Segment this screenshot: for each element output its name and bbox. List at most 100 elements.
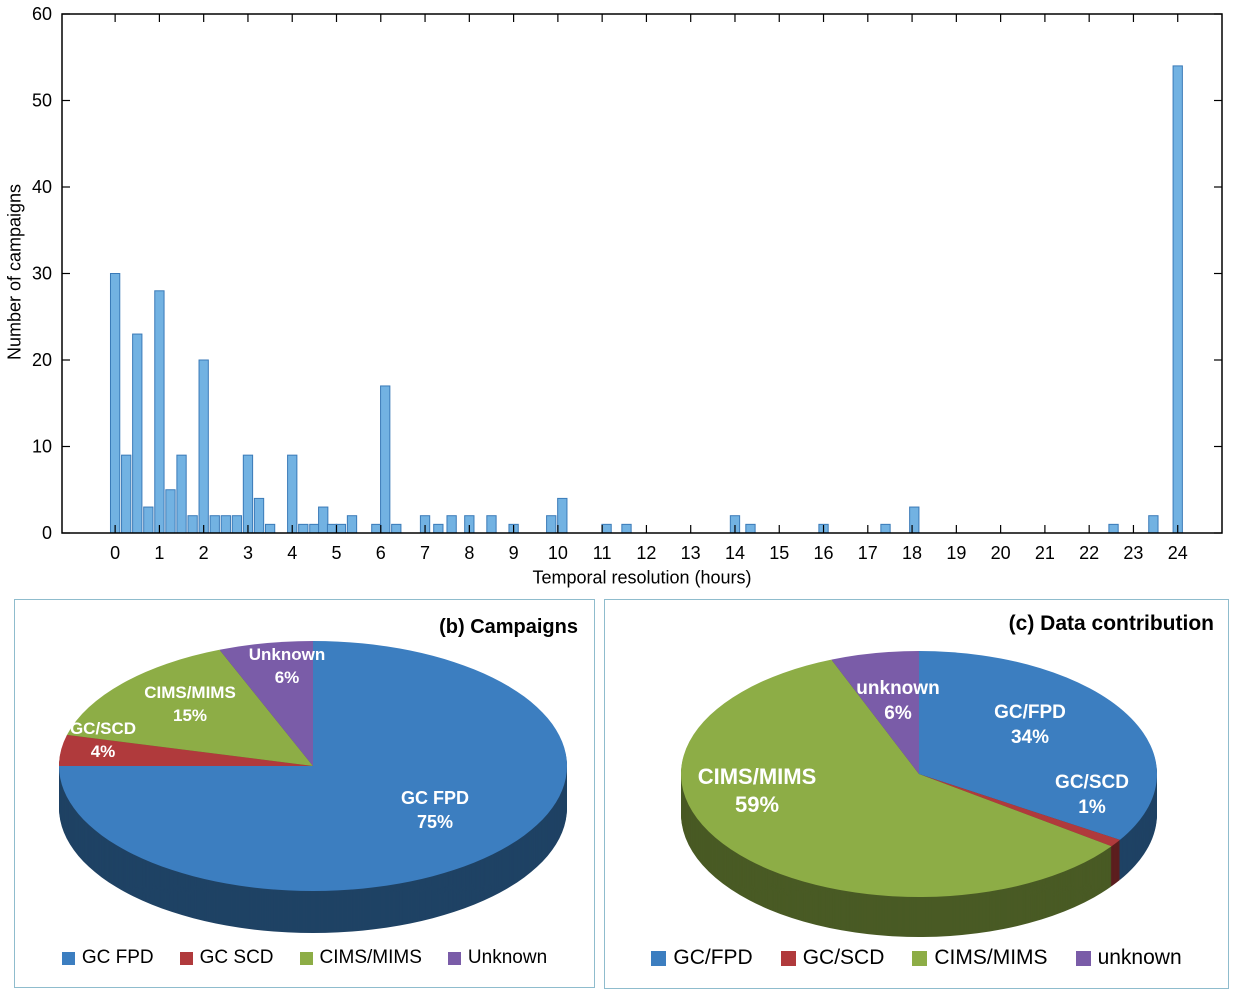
x-tick-label: 21: [1035, 543, 1055, 563]
x-tick-label: 18: [902, 543, 922, 563]
legend-item: Unknown: [447, 947, 548, 969]
histogram-panel: 0 1 2 3 4 5 6 7 8 9 10 11 12 13 14 15 16 17 18 19 20 21 22 23 24…: [4, 4, 1223, 588]
x-tick-label: 22: [1079, 543, 1099, 563]
legend-item: CIMS/MIMS: [299, 947, 422, 969]
histogram-bar: [557, 497, 568, 534]
x-tick-label: 24: [1168, 543, 1188, 563]
legend-label: Unknown: [467, 947, 548, 968]
legend-swatch: [780, 950, 796, 966]
pie-slice-label: GC/FPD 34%: [994, 702, 1066, 748]
x-tick-label: 17: [858, 543, 878, 563]
legend-item: CIMS/MIMS: [912, 946, 1048, 970]
pie-slice-label: unknown 6%: [856, 678, 939, 724]
legend-swatch: [651, 950, 667, 966]
data-contribution-pie-chart: GC/FPD 34% GC/SCD 1% CIMS/MIMS 59% unknown 6%: [681, 651, 1158, 938]
histogram-bar: [326, 523, 338, 534]
histogram-bar: [880, 523, 891, 534]
histogram-bar: [220, 515, 231, 534]
histogram-bar: [433, 523, 444, 534]
x-tick-label: 10: [548, 543, 568, 563]
pie-slice: [219, 641, 313, 766]
histogram-bar: [176, 454, 187, 534]
histogram-bar: [391, 523, 402, 534]
pie-slice-label: Unknown 6%: [249, 645, 326, 687]
x-tick-label: 13: [681, 543, 701, 563]
x-tick-label: 7: [420, 543, 430, 563]
histogram-bar: [346, 515, 358, 534]
y-tick-label: 50: [32, 91, 52, 111]
histogram-bar: [198, 359, 209, 534]
legend-item: unknown: [1075, 946, 1182, 970]
histogram-bar: [132, 333, 143, 534]
histogram-bar: [1172, 65, 1183, 534]
pie-slice: [59, 734, 313, 766]
legend-item: GC FPD: [61, 947, 154, 969]
legend-item: GC/FPD: [651, 946, 753, 970]
x-axis-label: Temporal resolution (hours): [532, 567, 752, 588]
pie-slice: [919, 774, 1120, 847]
legend-item: GC/SCD: [780, 946, 885, 970]
histogram-bar: [253, 497, 265, 534]
x-tick-label: 2: [199, 543, 209, 563]
x-tick-label: 4: [287, 543, 297, 563]
pie-slice: [831, 651, 919, 774]
campaigns-legend: GC FPD GC SCD CIMS/MIMS Unknown: [15, 947, 594, 969]
pie-slice: [919, 651, 1158, 840]
histogram-bar: [109, 273, 121, 534]
pie-slice-label: GC FPD 75%: [401, 788, 469, 832]
x-tick-label: 12: [636, 543, 656, 563]
histogram-bar: [1148, 515, 1159, 534]
pie-slice: [681, 659, 1112, 898]
pie-title-campaigns: (b) Campaigns: [439, 616, 578, 638]
campaigns-pie-chart: GC FPD 75% GC/SCD 4%CIMS/MIMS 15% Unknown 6%: [59, 641, 567, 933]
y-tick-label: 30: [32, 264, 52, 284]
histogram-bar: [380, 385, 391, 534]
histogram-bar: [335, 523, 347, 534]
y-tick-label: 0: [42, 523, 52, 543]
histogram-bar: [909, 506, 920, 534]
axes-box: [61, 13, 1223, 534]
x-tick-label: 20: [991, 543, 1011, 563]
histogram-bar: [621, 523, 632, 534]
y-tick-label: 40: [32, 177, 52, 197]
x-tick-label: 1: [154, 543, 164, 563]
legend-label: GC/SCD: [802, 946, 885, 969]
histogram-bar: [601, 523, 612, 534]
histogram-chart: 0 1 2 3 4 5 6 7 8 9 10 11 12 13 14 15 16 17 18 19 20 21 22 23 24…: [32, 4, 1223, 563]
data-contribution-legend: GC/FPD GC/SCD CIMS/MIMS unknown: [605, 946, 1228, 970]
pie-title-data-contribution: (c) Data contribution: [1008, 612, 1214, 635]
x-tick-label: 6: [376, 543, 386, 563]
pie-panel-data-contribution: GC/FPD 34% GC/SCD 1% CIMS/MIMS 59% unknown 6% (…: [604, 599, 1229, 989]
x-tick-label: 16: [814, 543, 834, 563]
pie-slice-label: GC/SCD 4%: [70, 719, 136, 761]
histogram-bar: [298, 523, 309, 534]
y-axis-label: Number of campaigns: [4, 183, 25, 361]
legend-item: GC SCD: [179, 947, 274, 969]
histogram-bar: [745, 523, 756, 534]
x-tick-label: 14: [725, 543, 745, 563]
legend-label: GC FPD: [81, 947, 154, 968]
pie-slice-label: GC/SCD 1%: [1055, 772, 1129, 818]
histogram-bar: [209, 515, 220, 534]
pie-slice-label: CIMS/MIMS 59%: [698, 764, 817, 817]
x-tick-label: 9: [509, 543, 519, 563]
pie-slice-label: CIMS/MIMS 15%: [144, 683, 236, 725]
legend-label: GC SCD: [199, 947, 274, 968]
x-tick-label: 0: [110, 543, 120, 563]
legend-swatch: [1075, 950, 1091, 966]
histogram-bar: [165, 489, 176, 534]
pie-panel-campaigns: GC FPD 75% GC/SCD 4% CIMS/MIMS 15% Unknown 6% (…: [14, 599, 595, 988]
histogram-bar: [287, 454, 298, 534]
legend-swatch: [179, 951, 193, 965]
histogram-bar: [154, 290, 165, 534]
legend-label: CIMS/MIMS: [934, 946, 1048, 969]
legend-swatch: [299, 951, 313, 965]
histogram-bar: [309, 523, 320, 534]
x-tick-label: 8: [464, 543, 474, 563]
x-tick-label: 5: [331, 543, 341, 563]
legend-swatch: [447, 951, 461, 965]
legend-label: GC/FPD: [673, 946, 753, 969]
legend-swatch: [61, 951, 75, 965]
legend-label: CIMS/MIMS: [319, 947, 422, 968]
x-tick-label: 23: [1123, 543, 1143, 563]
